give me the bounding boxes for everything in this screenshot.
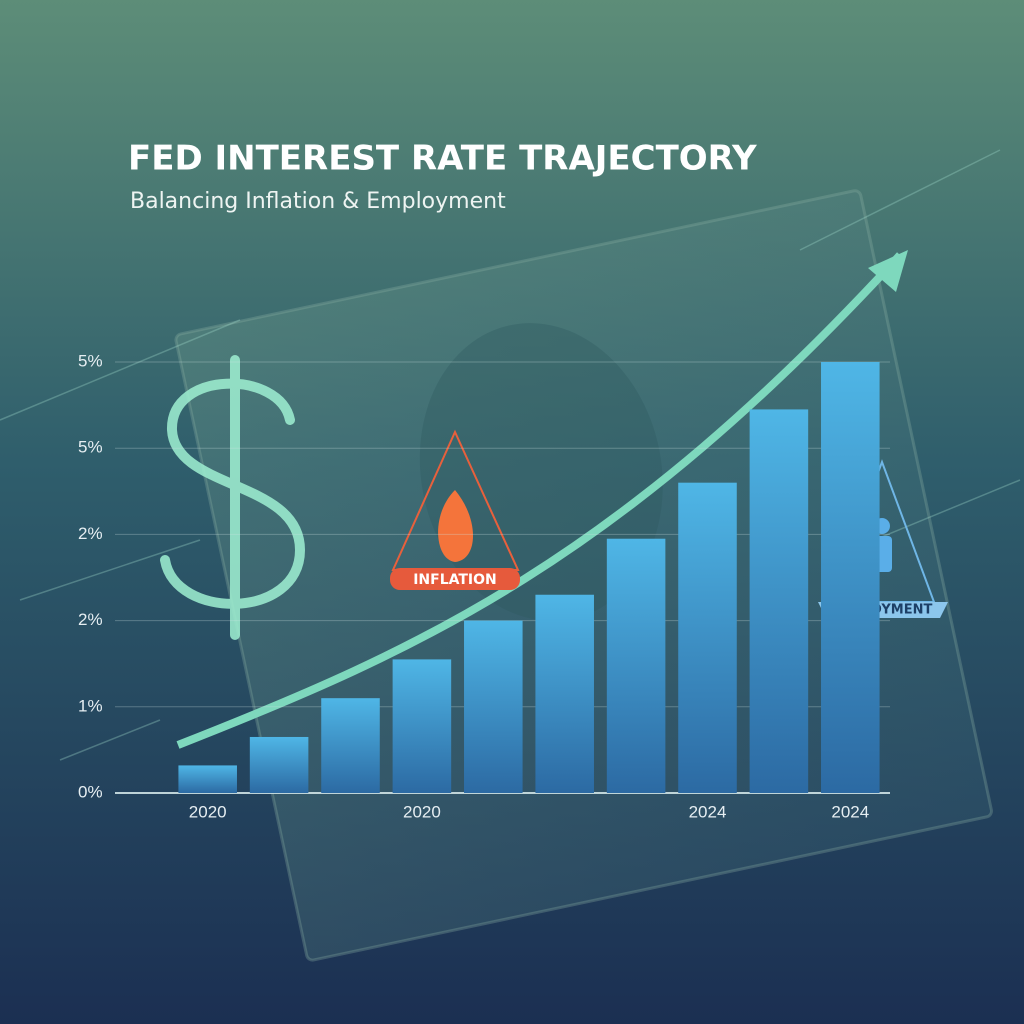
y-tick-label: 1% xyxy=(78,696,103,715)
trend-arrow-head xyxy=(868,250,908,292)
bar xyxy=(821,362,880,793)
trend-arrow xyxy=(176,252,903,749)
chart-subtitle: Balancing Inflation & Employment xyxy=(130,189,506,214)
y-tick-label: 2% xyxy=(78,524,103,543)
x-tick-label: 2020 xyxy=(189,802,227,821)
dollar-icon xyxy=(160,355,306,640)
streaks xyxy=(0,149,1021,761)
bar xyxy=(678,482,737,793)
x-tick-label: 2020 xyxy=(403,802,441,821)
bar xyxy=(535,594,594,793)
bar xyxy=(249,736,309,793)
y-tick-label: 5% xyxy=(78,438,103,457)
y-tick-label: 0% xyxy=(78,782,103,801)
y-tick-label: 2% xyxy=(78,610,103,629)
x-tick-label: 2024 xyxy=(831,802,869,821)
chart-title: FED INTEREST RATE TRAJECTORY xyxy=(128,139,757,179)
bar xyxy=(606,538,666,793)
bar xyxy=(392,659,452,793)
x-tick-label: 2024 xyxy=(689,802,727,821)
bar xyxy=(178,765,237,793)
bar xyxy=(464,620,523,793)
bar xyxy=(321,698,380,793)
inflation-icon xyxy=(390,429,520,590)
annotation: INFLATION xyxy=(413,572,497,588)
y-tick-label: 5% xyxy=(78,351,103,370)
bar xyxy=(749,409,809,793)
